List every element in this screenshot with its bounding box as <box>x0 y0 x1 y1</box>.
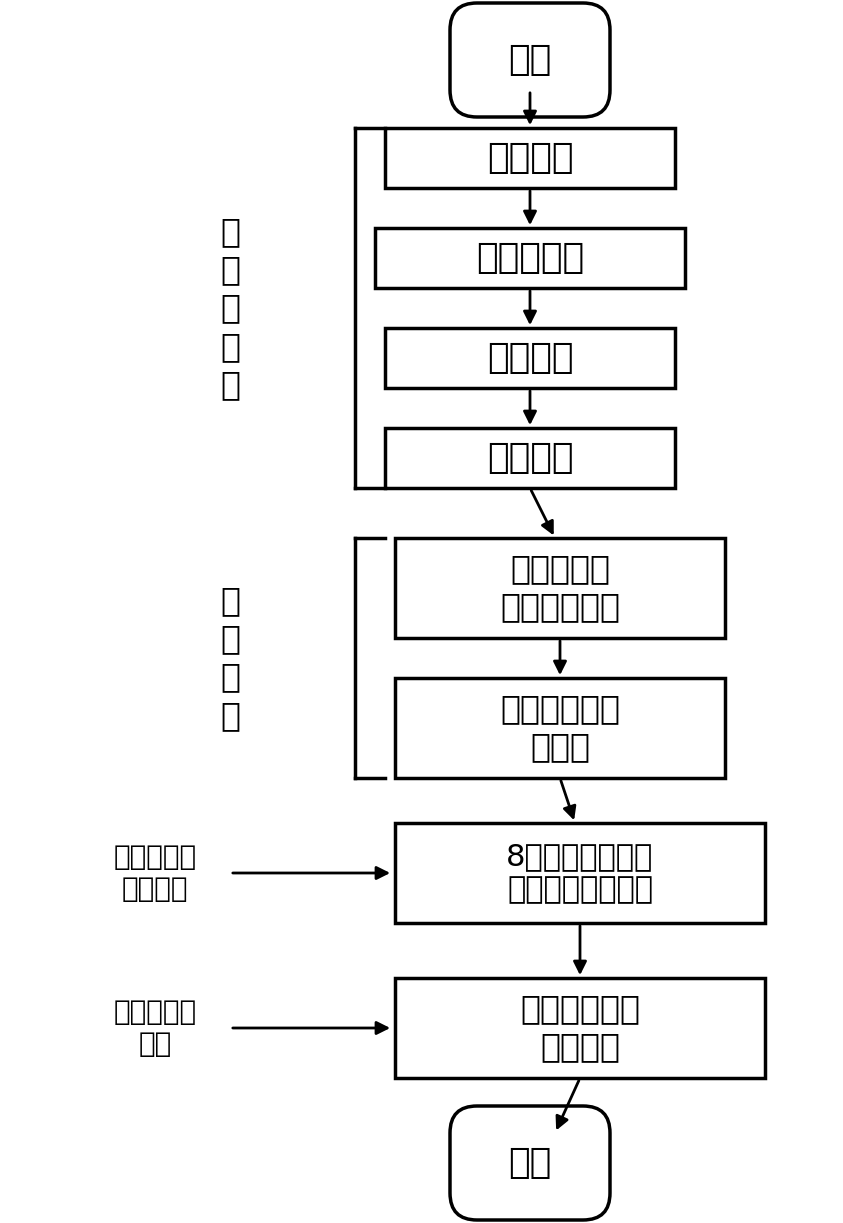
Text: 确定最优圆，
得到圆心: 确定最优圆， 得到圆心 <box>520 992 640 1064</box>
FancyBboxPatch shape <box>450 1106 610 1221</box>
Text: 中值滤波: 中值滤波 <box>486 341 573 375</box>
Text: 8邻域区域生长算
法，将外边缘去除: 8邻域区域生长算 法，将外边缘去除 <box>507 841 653 904</box>
Text: 形态学开运
算，去字符区: 形态学开运 算，去字符区 <box>500 553 620 624</box>
Bar <box>395 538 725 638</box>
Text: 校准点区域
边缘提取: 校准点区域 边缘提取 <box>114 843 196 904</box>
Bar <box>385 428 675 488</box>
Text: 灰度化处理: 灰度化处理 <box>476 241 584 275</box>
Bar <box>395 823 765 923</box>
Bar <box>385 328 675 388</box>
Text: 阈值分割: 阈值分割 <box>486 442 573 475</box>
FancyBboxPatch shape <box>450 2 610 117</box>
Text: 连通域面积约
束处理: 连通域面积约 束处理 <box>500 692 620 763</box>
Text: 开始: 开始 <box>508 43 551 77</box>
Text: 图像采集: 图像采集 <box>486 141 573 175</box>
Bar <box>395 978 765 1077</box>
Text: 图
像
预
处
理: 图 像 预 处 理 <box>220 215 240 401</box>
Bar <box>385 128 675 188</box>
Text: 目
标
提
取: 目 标 提 取 <box>220 585 240 731</box>
Text: 校准点中心
确定: 校准点中心 确定 <box>114 998 196 1058</box>
Bar <box>375 227 685 287</box>
Bar <box>395 678 725 778</box>
Text: 结束: 结束 <box>508 1146 551 1180</box>
